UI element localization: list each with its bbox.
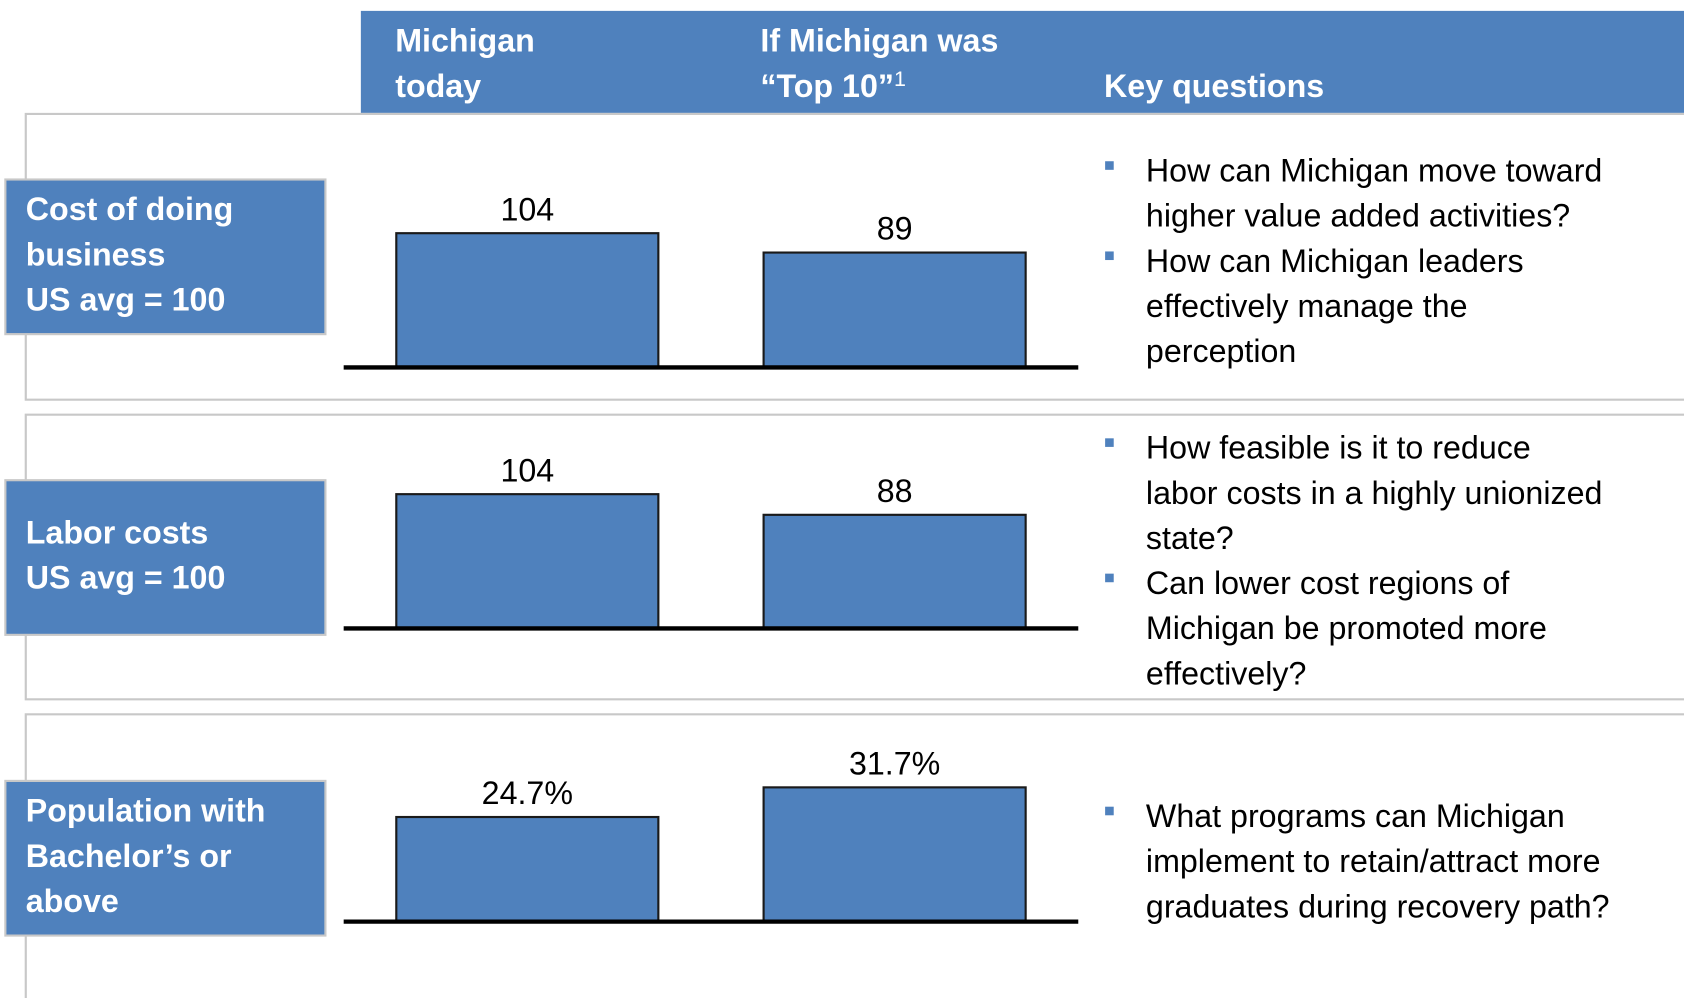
bullet bbox=[1105, 251, 1114, 261]
row-label-box bbox=[4, 479, 327, 636]
bullet bbox=[1105, 806, 1114, 816]
question: Can lower cost regions of bbox=[1146, 565, 1509, 601]
value-label: 89 bbox=[877, 211, 913, 247]
bar bbox=[762, 251, 1027, 369]
question: effectively manage the bbox=[1146, 288, 1468, 324]
question: How can Michigan move toward bbox=[1146, 153, 1602, 189]
bar bbox=[395, 493, 660, 630]
value-label: 31.7% bbox=[849, 745, 940, 781]
value-label: 88 bbox=[877, 473, 913, 509]
bar bbox=[395, 815, 660, 923]
question: state? bbox=[1146, 520, 1234, 556]
header-label: Michigan bbox=[395, 23, 535, 59]
row-label: Labor costs bbox=[26, 514, 209, 550]
footnote-mark: 1 bbox=[894, 67, 906, 91]
question: perception bbox=[1146, 333, 1296, 369]
row-label-box bbox=[4, 779, 327, 937]
row-label: US avg = 100 bbox=[26, 281, 226, 317]
header-label: today bbox=[395, 68, 481, 104]
question: labor costs in a highly unionized bbox=[1146, 475, 1602, 511]
question: What programs can Michigan bbox=[1146, 798, 1565, 834]
value-label: 104 bbox=[500, 452, 554, 488]
bullet bbox=[1105, 161, 1114, 170]
question: How can Michigan leaders bbox=[1146, 243, 1524, 279]
question: graduates during recovery path? bbox=[1146, 888, 1610, 924]
bullet bbox=[1105, 438, 1114, 447]
question: effectively? bbox=[1146, 655, 1307, 691]
question: implement to retain/attract more bbox=[1146, 843, 1601, 879]
bar bbox=[395, 232, 660, 369]
row-label: US avg = 100 bbox=[26, 560, 226, 596]
bar bbox=[762, 786, 1027, 923]
header-label: “Top 10”1 bbox=[760, 67, 906, 104]
row-label: business bbox=[26, 236, 166, 272]
header-label: If Michigan was bbox=[760, 23, 998, 59]
row-label: Cost of doing bbox=[26, 191, 233, 227]
header-band bbox=[360, 10, 1684, 113]
row-label: above bbox=[26, 883, 119, 919]
value-label: 24.7% bbox=[482, 775, 573, 811]
question: How feasible is it to reduce bbox=[1146, 430, 1531, 466]
question: higher value added activities? bbox=[1146, 198, 1570, 234]
header-label: Key questions bbox=[1104, 68, 1324, 104]
question: Michigan be promoted more bbox=[1146, 610, 1547, 646]
row-label-box bbox=[4, 178, 327, 336]
bullet bbox=[1105, 573, 1114, 583]
row-label: Population with bbox=[26, 793, 266, 829]
bar bbox=[762, 513, 1027, 630]
row-label: Bachelor’s or bbox=[26, 838, 232, 874]
value-label: 104 bbox=[500, 191, 554, 227]
